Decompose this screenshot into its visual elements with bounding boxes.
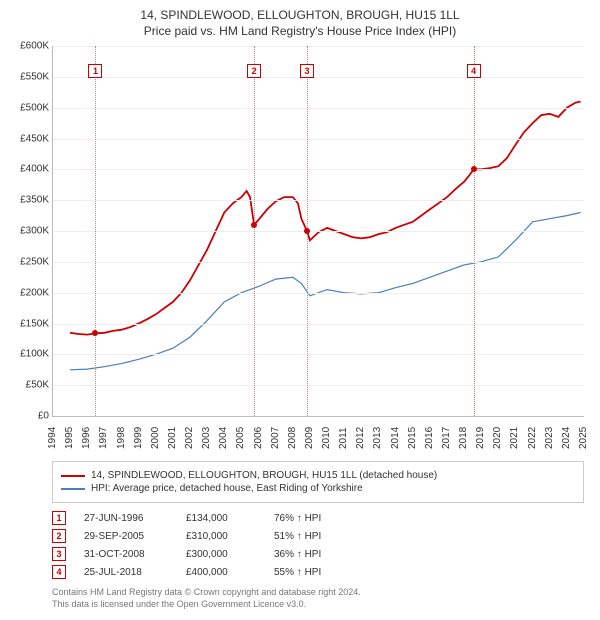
y-axis-label: £200K <box>5 287 49 298</box>
title-line-1: 14, SPINDLEWOOD, ELLOUGHTON, BROUGH, HU1… <box>4 8 596 22</box>
x-axis-label: 2014 <box>390 427 401 449</box>
x-axis-label: 2019 <box>475 427 486 449</box>
y-axis-label: £450K <box>5 133 49 144</box>
footer: Contains HM Land Registry data © Crown c… <box>52 587 584 610</box>
sale-row: 1 27-JUN-1996 £134,000 76% ↑ HPI <box>52 511 584 525</box>
sale-price: £310,000 <box>186 531 256 542</box>
y-axis-label: £250K <box>5 256 49 267</box>
x-axis-labels: 1994199519961997199819992000200120022003… <box>52 419 584 455</box>
legend-box: 14, SPINDLEWOOD, ELLOUGHTON, BROUGH, HU1… <box>52 461 584 503</box>
y-axis-label: £50K <box>5 380 49 391</box>
sale-datapoint <box>471 166 477 172</box>
y-axis-label: £350K <box>5 195 49 206</box>
x-axis-label: 1994 <box>47 427 58 449</box>
x-axis-label: 2000 <box>150 427 161 449</box>
chart-container: 14, SPINDLEWOOD, ELLOUGHTON, BROUGH, HU1… <box>0 0 600 610</box>
sale-date: 29-SEP-2005 <box>84 531 168 542</box>
x-axis-label: 2007 <box>270 427 281 449</box>
legend-row: 14, SPINDLEWOOD, ELLOUGHTON, BROUGH, HU1… <box>61 470 575 481</box>
x-axis-label: 2002 <box>184 427 195 449</box>
sale-marker-box: 1 <box>88 64 102 78</box>
y-axis-label: £100K <box>5 349 49 360</box>
sale-pct: 36% ↑ HPI <box>274 549 354 560</box>
sale-table: 1 27-JUN-1996 £134,000 76% ↑ HPI 2 29-SE… <box>52 511 584 579</box>
sale-marker: 4 <box>52 565 66 579</box>
x-axis-label: 2005 <box>235 427 246 449</box>
sale-datapoint <box>92 330 98 336</box>
x-axis-label: 2010 <box>321 427 332 449</box>
y-axis-label: £150K <box>5 318 49 329</box>
sale-marker: 1 <box>52 511 66 525</box>
footer-line-1: Contains HM Land Registry data © Crown c… <box>52 587 584 599</box>
sale-marker-box: 4 <box>467 64 481 78</box>
x-axis-label: 2008 <box>287 427 298 449</box>
y-axis-label: £300K <box>5 226 49 237</box>
legend-swatch <box>61 488 85 490</box>
sale-date: 31-OCT-2008 <box>84 549 168 560</box>
legend-label: 14, SPINDLEWOOD, ELLOUGHTON, BROUGH, HU1… <box>91 470 437 481</box>
sale-pct: 51% ↑ HPI <box>274 531 354 542</box>
y-axis-label: £550K <box>5 71 49 82</box>
x-axis-label: 1996 <box>81 427 92 449</box>
x-axis-label: 2024 <box>561 427 572 449</box>
sale-datapoint <box>304 228 310 234</box>
sale-datapoint <box>251 222 257 228</box>
x-axis-label: 1999 <box>133 427 144 449</box>
x-axis-label: 2006 <box>253 427 264 449</box>
x-axis-label: 2016 <box>424 427 435 449</box>
sale-date: 25-JUL-2018 <box>84 567 168 578</box>
sale-price: £300,000 <box>186 549 256 560</box>
x-axis-label: 2020 <box>492 427 503 449</box>
sale-row: 2 29-SEP-2005 £310,000 51% ↑ HPI <box>52 529 584 543</box>
x-axis-label: 2022 <box>527 427 538 449</box>
sale-pct: 55% ↑ HPI <box>274 567 354 578</box>
sale-marker: 3 <box>52 547 66 561</box>
title-block: 14, SPINDLEWOOD, ELLOUGHTON, BROUGH, HU1… <box>0 0 600 42</box>
chart-plot-area: £0£50K£100K£150K£200K£250K£300K£350K£400… <box>52 46 584 417</box>
title-line-2: Price paid vs. HM Land Registry's House … <box>4 24 596 38</box>
y-axis-label: £0 <box>5 411 49 422</box>
sale-date: 27-JUN-1996 <box>84 513 168 524</box>
y-axis-label: £500K <box>5 102 49 113</box>
x-axis-label: 2001 <box>167 427 178 449</box>
x-axis-label: 2012 <box>355 427 366 449</box>
x-axis-label: 2013 <box>372 427 383 449</box>
sale-row: 3 31-OCT-2008 £300,000 36% ↑ HPI <box>52 547 584 561</box>
x-axis-label: 1998 <box>116 427 127 449</box>
x-axis-label: 2021 <box>509 427 520 449</box>
sale-pct: 76% ↑ HPI <box>274 513 354 524</box>
legend-row: HPI: Average price, detached house, East… <box>61 483 575 494</box>
sale-marker-box: 3 <box>300 64 314 78</box>
sale-row: 4 25-JUL-2018 £400,000 55% ↑ HPI <box>52 565 584 579</box>
x-axis-label: 2018 <box>458 427 469 449</box>
x-axis-label: 2003 <box>201 427 212 449</box>
x-axis-label: 2015 <box>407 427 418 449</box>
sale-price: £134,000 <box>186 513 256 524</box>
series-price <box>70 102 580 335</box>
footer-line-2: This data is licensed under the Open Gov… <box>52 599 584 611</box>
x-axis-label: 2011 <box>338 427 349 449</box>
legend-swatch <box>61 475 85 477</box>
y-axis-label: £600K <box>5 41 49 52</box>
legend-label: HPI: Average price, detached house, East… <box>91 483 363 494</box>
series-hpi <box>70 213 580 370</box>
x-axis-label: 2009 <box>304 427 315 449</box>
x-axis-label: 2025 <box>578 427 589 449</box>
sale-marker-box: 2 <box>247 64 261 78</box>
sale-price: £400,000 <box>186 567 256 578</box>
y-axis-label: £400K <box>5 164 49 175</box>
sale-marker: 2 <box>52 529 66 543</box>
x-axis-label: 2004 <box>218 427 229 449</box>
x-axis-label: 1995 <box>64 427 75 449</box>
x-axis-label: 1997 <box>98 427 109 449</box>
x-axis-label: 2023 <box>544 427 555 449</box>
x-axis-label: 2017 <box>441 427 452 449</box>
